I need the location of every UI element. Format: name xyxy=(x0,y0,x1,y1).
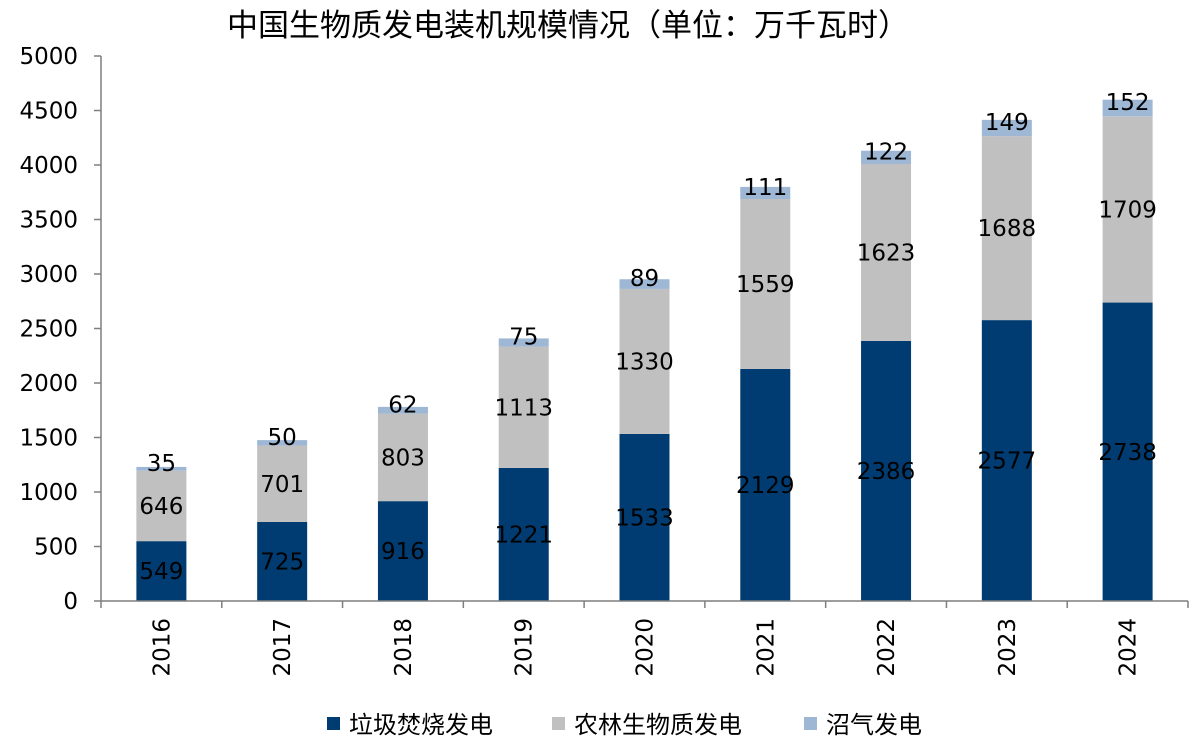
bar-segment xyxy=(498,346,549,468)
bar-segment xyxy=(257,445,308,522)
y-axis: 0 500 1000 1500 2000 2500 3000 3500 4000 4500 5000 xyxy=(19,44,102,615)
data-label: 1559 xyxy=(736,272,795,298)
data-label: 1623 xyxy=(857,240,916,266)
legend-label: 沼气发电 xyxy=(826,711,922,739)
data-label: 1113 xyxy=(494,395,553,421)
data-label: 2738 xyxy=(1098,440,1157,466)
data-label: 35 xyxy=(147,451,176,477)
legend-label: 垃圾焚烧发电 xyxy=(349,711,493,739)
data-label: 149 xyxy=(985,110,1029,136)
legend-swatch xyxy=(552,717,565,730)
data-label: 701 xyxy=(260,472,304,498)
bar-segment xyxy=(861,340,912,601)
bar-segment xyxy=(740,368,791,601)
data-label: 2129 xyxy=(736,473,795,499)
bar-segment xyxy=(981,320,1032,601)
data-label: 2386 xyxy=(857,459,916,485)
x-tick-label: 2024 xyxy=(1116,618,1142,677)
x-tick-label: 2019 xyxy=(512,618,538,677)
y-tick-label: 5000 xyxy=(19,44,78,70)
bar-segment xyxy=(1102,302,1153,601)
x-tick-label: 2021 xyxy=(753,618,779,677)
y-tick-label: 0 xyxy=(63,589,78,615)
bar-segment xyxy=(1102,116,1153,303)
y-tick-label: 1000 xyxy=(19,480,78,506)
data-labels-layer: 549 646 35 725 701 50 916 803 62 1221 1113 75 1533 13… xyxy=(139,90,1156,585)
y-tick-label: 3000 xyxy=(19,262,78,288)
bar-segment xyxy=(740,199,791,369)
x-tick-label: 2016 xyxy=(149,618,175,677)
x-tick-label: 2023 xyxy=(995,618,1021,677)
data-label: 646 xyxy=(139,494,183,520)
bar-segment xyxy=(136,466,187,471)
bar-segment xyxy=(377,501,428,601)
data-label: 62 xyxy=(388,392,417,418)
data-label: 111 xyxy=(743,175,787,201)
bar-segment xyxy=(981,136,1032,321)
data-label: 122 xyxy=(864,139,908,165)
data-label: 916 xyxy=(381,539,425,565)
y-tick-label: 2000 xyxy=(19,371,78,397)
data-label: 89 xyxy=(630,266,659,292)
y-tick-label: 4000 xyxy=(19,153,78,179)
data-label: 549 xyxy=(139,559,183,585)
x-axis: 2016 2017 2018 2019 2020 2021 2022 2023 2024 xyxy=(100,600,1189,677)
y-tick-label: 500 xyxy=(34,535,78,561)
data-label: 2577 xyxy=(978,449,1037,475)
y-tick-label: 4500 xyxy=(19,99,78,125)
bar-segment xyxy=(740,186,791,200)
bar-segment xyxy=(136,470,187,542)
x-tick-label: 2018 xyxy=(391,618,417,677)
y-tick-label: 2500 xyxy=(19,317,78,343)
bar-segment xyxy=(257,521,308,601)
bar-segment xyxy=(1102,99,1153,117)
data-label: 1330 xyxy=(615,349,674,375)
y-tick-label: 1500 xyxy=(19,426,78,452)
bar-segment xyxy=(861,164,912,341)
legend-swatch xyxy=(804,717,817,730)
bars-layer xyxy=(136,99,1153,601)
legend-label: 农林生物质发电 xyxy=(574,711,742,739)
data-label: 725 xyxy=(260,549,304,575)
data-label: 1221 xyxy=(494,522,553,548)
bar-segment xyxy=(861,150,912,165)
bar-segment xyxy=(981,119,1032,137)
bar-segment xyxy=(619,279,670,289)
data-label: 1709 xyxy=(1098,197,1157,223)
bar-segment xyxy=(498,338,549,347)
bar-segment xyxy=(377,406,428,414)
x-tick-label: 2017 xyxy=(270,618,296,677)
data-label: 1688 xyxy=(978,216,1037,242)
data-label: 50 xyxy=(268,425,297,451)
data-label: 75 xyxy=(509,325,538,351)
x-tick-label: 2020 xyxy=(633,618,659,677)
bar-segment xyxy=(619,288,670,434)
bar-segment xyxy=(257,440,308,446)
legend-swatch xyxy=(327,717,340,730)
data-label: 152 xyxy=(1106,90,1150,116)
bar-segment xyxy=(136,541,187,601)
data-label: 803 xyxy=(381,445,425,471)
bar-segment xyxy=(498,467,549,601)
chart-title: 中国生物质发电装机规模情况（单位：万千瓦时） xyxy=(227,8,909,44)
x-tick-label: 2022 xyxy=(874,618,900,677)
bar-segment xyxy=(377,413,428,502)
legend: 垃圾焚烧发电 农林生物质发电 沼气发电 xyxy=(327,711,922,739)
data-label: 1533 xyxy=(615,505,674,531)
y-tick-label: 3500 xyxy=(19,208,78,234)
bar-segment xyxy=(619,433,670,601)
